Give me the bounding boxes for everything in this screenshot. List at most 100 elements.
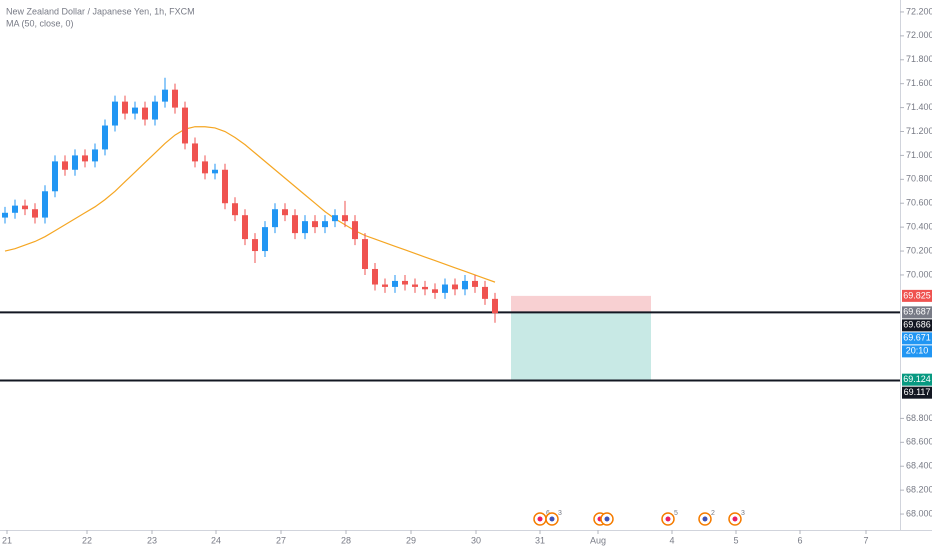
candle-body — [422, 286, 428, 290]
y-tick-label: 70.000 — [906, 269, 932, 279]
price-label: 69.124 — [903, 374, 931, 384]
y-tick-label: 70.800 — [906, 174, 932, 184]
chart-title: New Zealand Dollar / Japanese Yen, 1h, F… — [6, 6, 195, 16]
candle-body — [22, 205, 28, 210]
candle-body — [102, 125, 108, 150]
candle-body — [472, 280, 478, 287]
candle-body — [282, 209, 288, 216]
candle-body — [142, 107, 148, 120]
price-label: 69.117 — [904, 387, 931, 397]
candle-body — [372, 268, 378, 285]
price-label: 69.825 — [903, 290, 931, 300]
x-tick-label: 6 — [797, 535, 802, 545]
candle-body — [412, 284, 418, 287]
candle-body — [392, 280, 398, 287]
candle-body — [312, 221, 318, 228]
target-zone — [511, 312, 651, 380]
candle-body — [112, 101, 118, 126]
candle-body — [222, 169, 228, 204]
y-tick-label: 70.400 — [906, 222, 932, 232]
candle-body — [212, 169, 218, 174]
countdown-bg — [902, 345, 932, 358]
price-label: 69.687 — [903, 307, 931, 317]
candle-body — [52, 161, 58, 192]
y-tick-label: 68.200 — [906, 485, 932, 495]
y-tick-label: 68.600 — [906, 437, 932, 447]
y-tick-label: 68.400 — [906, 461, 932, 471]
stop-zone — [511, 295, 651, 313]
candle-body — [12, 205, 18, 213]
price-label-bg — [902, 319, 932, 332]
x-tick-label: 27 — [276, 535, 286, 545]
x-tick-label: 30 — [471, 535, 481, 545]
candle-body — [322, 221, 328, 228]
moving-average — [4, 126, 496, 283]
candle-body — [152, 101, 158, 120]
candle-body — [242, 215, 248, 240]
countdown: 20:10 — [906, 346, 929, 356]
y-tick-label: 71.200 — [906, 126, 932, 136]
candle-body — [32, 209, 38, 218]
event-count: 3 — [558, 510, 562, 517]
candle-body — [232, 203, 238, 216]
event-dot — [537, 516, 543, 522]
y-tick-label: 72.000 — [906, 30, 932, 40]
event-count: 3 — [741, 510, 745, 517]
y-tick-label: 68.800 — [906, 413, 932, 423]
price-label-bg — [902, 306, 932, 319]
candle-body — [82, 155, 88, 162]
y-tick-label: 71.000 — [906, 150, 932, 160]
candle-body — [462, 280, 468, 290]
y-tick-label: 68.000 — [906, 508, 932, 518]
x-tick-label: Aug — [590, 535, 606, 545]
candle-body — [452, 284, 458, 290]
candle-body — [302, 221, 308, 234]
candle-body — [172, 89, 178, 108]
x-tick-label: 4 — [669, 535, 674, 545]
candle-body — [162, 89, 168, 102]
x-tick-label: 31 — [535, 535, 545, 545]
x-tick-label: 23 — [147, 535, 157, 545]
y-tick-label: 71.800 — [906, 54, 932, 64]
candle-body — [192, 143, 198, 162]
candle-body — [252, 239, 258, 252]
x-tick-label: 7 — [863, 535, 868, 545]
event-dot — [665, 516, 671, 522]
candle-body — [332, 215, 338, 222]
candle-body — [202, 161, 208, 174]
event-dot — [604, 516, 610, 522]
event-dot — [732, 516, 738, 522]
event-count: 2 — [711, 510, 715, 517]
candle-body — [262, 227, 268, 252]
candle-body — [2, 212, 8, 218]
candle-body — [382, 284, 388, 287]
y-tick-label: 71.600 — [906, 78, 932, 88]
y-tick-label: 71.400 — [906, 102, 932, 112]
candle-body — [62, 161, 68, 170]
candle-body — [292, 215, 298, 234]
candle-body — [362, 239, 368, 269]
x-tick-label: 5 — [733, 535, 738, 545]
event-count: 6 — [546, 510, 550, 517]
price-label-bg — [902, 332, 932, 345]
event-dot — [702, 516, 708, 522]
candle-body — [492, 298, 498, 314]
candle-body — [182, 107, 188, 144]
price-label-bg — [902, 289, 932, 302]
candle-body — [72, 155, 78, 170]
y-tick-label: 70.600 — [906, 198, 932, 208]
y-tick-label: 72.200 — [906, 6, 932, 16]
candle-body — [432, 289, 438, 293]
y-tick-label: 70.200 — [906, 245, 932, 255]
price-label: 69.671 — [903, 333, 931, 343]
event-count: 5 — [674, 510, 678, 517]
candle-body — [92, 149, 98, 162]
x-tick-label: 21 — [2, 535, 12, 545]
event-dot — [549, 516, 555, 522]
candle-body — [122, 101, 128, 114]
candle-body — [272, 209, 278, 228]
candle-body — [42, 191, 48, 218]
x-tick-label: 29 — [406, 535, 416, 545]
price-label-bg — [902, 373, 932, 386]
